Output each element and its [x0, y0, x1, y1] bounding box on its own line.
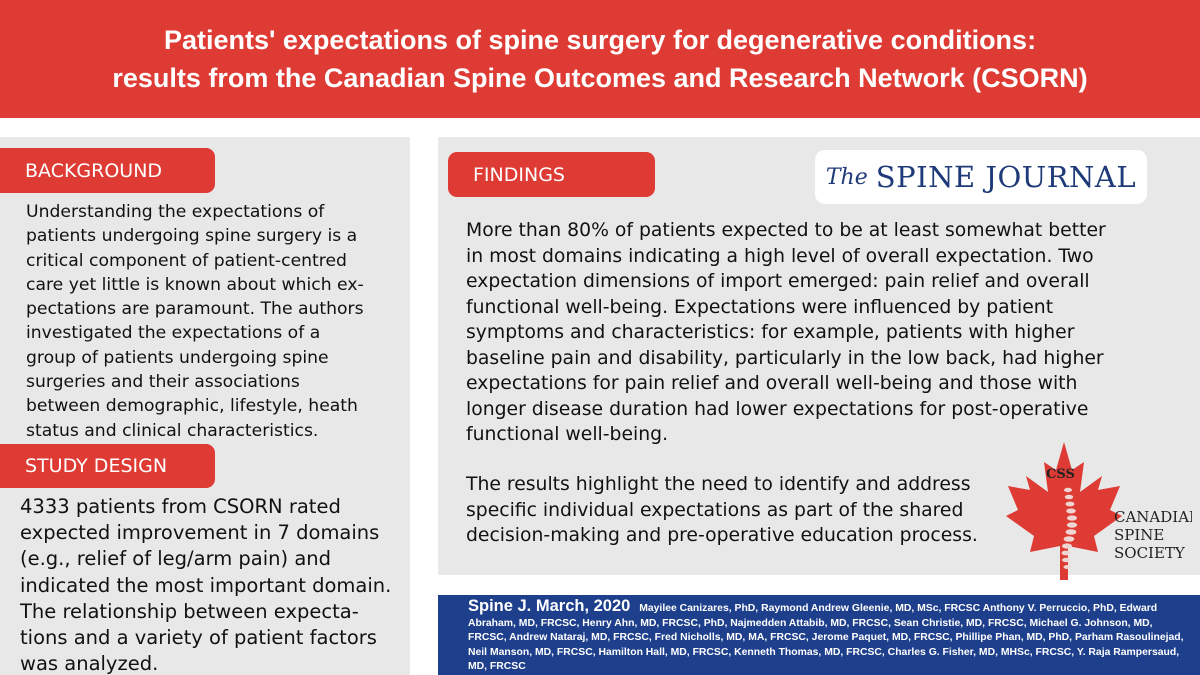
journal-logo-name: SPINE JOURNAL — [875, 160, 1137, 194]
text-line: The relationship between expecta- — [20, 599, 359, 623]
canadian-spine-society-logo: CSS CANADIAN SPINE SOCIETY — [1006, 442, 1192, 580]
society-name-line-3: SOCIETY — [1114, 544, 1186, 562]
text-line: 4333 patients from CSORN rated — [20, 495, 341, 518]
society-abbr: CSS — [1046, 467, 1075, 482]
text-line: indicated the most important domain. — [20, 573, 392, 597]
text-line: in most domains indicating a high level … — [466, 245, 1094, 267]
title-banner: Patients' expectations of spine surgery … — [0, 0, 1200, 118]
text-line: critical component of patient-centred — [26, 250, 347, 271]
text-line: investigated the expectations of a — [26, 323, 321, 344]
text-line: symptoms and characteristics: for exampl… — [466, 322, 1075, 343]
findings-heading: FINDINGS — [448, 152, 655, 197]
text-line: care yet little is known about which ex- — [26, 274, 364, 295]
text-line: More than 80% of patients expected to be… — [466, 220, 1106, 241]
society-name-line-1: CANADIAN — [1114, 508, 1192, 526]
text-line: (e.g., relief of leg/arm pain) and — [20, 547, 332, 571]
text-line: expectation dimensions of import emerged… — [466, 271, 1090, 292]
text-line: expected improvement in 7 domains — [20, 521, 380, 545]
text-line: longer disease duration had lower expect… — [466, 398, 1089, 420]
text-line: decision-making and pre-operative educat… — [466, 525, 978, 546]
text-line: group of patients undergoing spine — [26, 347, 329, 368]
study-design-heading: STUDY DESIGN — [0, 444, 215, 488]
text-line: status and clinical characteristics. — [26, 420, 319, 441]
text-line: between demographic, lifestyle, heath — [26, 396, 358, 417]
citation-footer: Spine J. March, 2020 Mayilee Canizares, … — [438, 595, 1200, 675]
society-name-line-2: SPINE — [1114, 526, 1164, 544]
maple-leaf-spine-icon — [1006, 442, 1122, 580]
journal-citation: Spine J. March, 2020 — [468, 597, 631, 615]
text-line: specific individual expectations as part… — [466, 499, 964, 521]
text-line: tions and a variety of patient factors — [20, 626, 377, 650]
text-line: pectations are paramount. The authors — [26, 299, 364, 320]
title-line-1: Patients' expectations of spine surgery … — [163, 25, 1037, 55]
background-heading: BACKGROUND — [0, 148, 215, 193]
spine-journal-logo: The SPINE JOURNAL — [815, 150, 1147, 204]
author-list: Mayilee Canizares, PhD, Raymond Andrew G… — [468, 603, 1184, 673]
text-line: was analyzed. — [20, 652, 159, 675]
left-panel — [0, 137, 410, 675]
title-line-2: results from the Canadian Spine Outcomes… — [112, 63, 1088, 93]
text-line: The results highlight the need to identi… — [466, 474, 971, 495]
study-design-text: 4333 patients from CSORN rated expected … — [20, 494, 404, 675]
text-line: Understanding the expectations of — [26, 202, 325, 222]
journal-logo-the: The — [825, 164, 868, 190]
citation-text: Spine J. March, 2020 Mayilee Canizares, … — [468, 597, 1193, 675]
text-line: patients undergoing spine surgery is a — [26, 226, 358, 247]
text-line: functional well-being. — [466, 424, 669, 445]
background-text: Understanding the expectations of patien… — [26, 200, 402, 443]
text-line: baseline pain and disability, particular… — [466, 347, 1104, 369]
text-line: functional well-being. Expectations were… — [466, 296, 1054, 318]
text-line: surgeries and their associations — [26, 372, 300, 393]
findings-paragraph-1: More than 80% of patients expected to be… — [466, 218, 1166, 448]
findings-paragraph-2: The results highlight the need to identi… — [466, 472, 1016, 549]
text-line: expectations for pain relief and overall… — [466, 373, 1078, 394]
